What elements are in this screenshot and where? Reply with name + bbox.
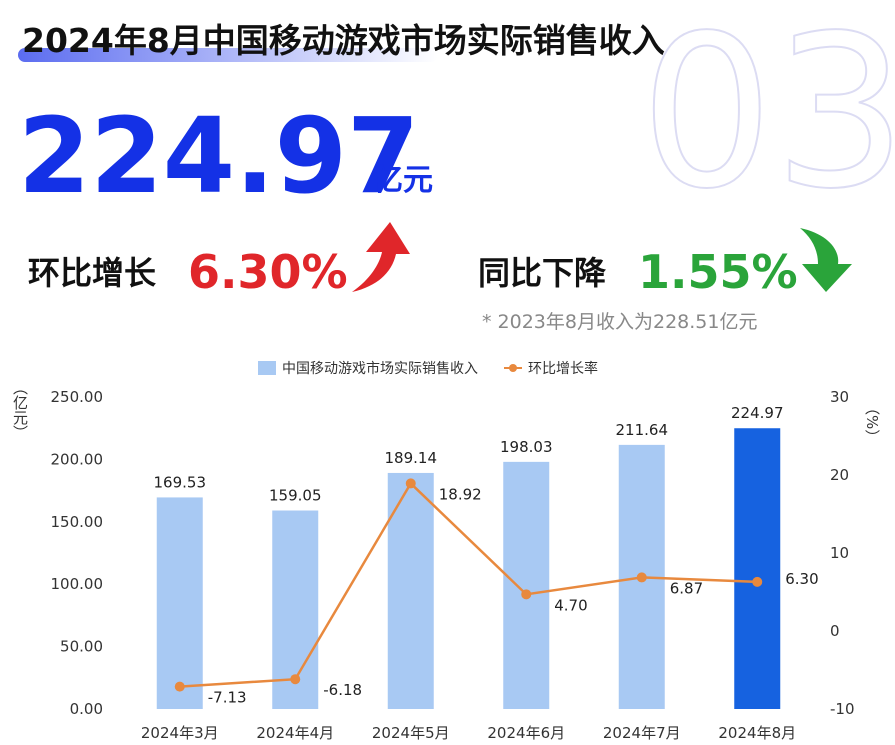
watermark: 03 (640, 0, 895, 235)
y-tick-label: 200.00 (51, 450, 104, 468)
y2-tick-label: -10 (830, 700, 855, 718)
line-value-label: 18.92 (439, 485, 482, 503)
bar-value-label: 224.97 (731, 404, 784, 422)
y2-tick-label: 0 (830, 622, 840, 640)
unit: 亿元 (373, 163, 433, 198)
bar-value-label: 211.64 (616, 421, 669, 439)
yoy-value: 1.55% (638, 245, 798, 299)
y2-tick-label: 30 (830, 388, 849, 406)
y-tick-label: 150.00 (51, 513, 104, 531)
line-value-label: -7.13 (208, 689, 247, 707)
x-tick-label: 2024年4月 (256, 724, 334, 742)
x-tick-label: 2024年6月 (487, 724, 565, 742)
note: * 2023年8月收入为228.51亿元 (482, 311, 757, 333)
x-tick-label: 2024年5月 (372, 724, 450, 742)
bar-value-label: 198.03 (500, 438, 553, 456)
legend-label: 环比增长率 (528, 360, 598, 377)
up-arrow (352, 222, 410, 292)
yoy-label: 同比下降 (478, 254, 607, 292)
line-point (636, 572, 647, 583)
y2-tick-label: 20 (830, 466, 849, 484)
bar (156, 497, 203, 709)
line-point (290, 674, 301, 685)
bar-value-label: 159.05 (269, 487, 322, 505)
amount: 224.97 (18, 95, 419, 217)
line-value-label: 6.30 (785, 570, 818, 588)
y-tick-label: 0.00 (70, 700, 103, 718)
y-tick-label: 100.00 (51, 575, 104, 593)
y-tick-label: 50.00 (60, 638, 103, 656)
legend-label: 中国移动游戏市场实际销售收入 (282, 360, 478, 377)
x-tick-label: 2024年3月 (141, 724, 219, 742)
title: 2024年8月中国移动游戏市场实际销售收入 (22, 21, 665, 60)
title-underline (18, 48, 438, 62)
line-value-label: -6.18 (323, 681, 362, 699)
line (179, 481, 758, 688)
mom-label: 环比增长 (28, 254, 156, 292)
x-tick-label: 2024年7月 (603, 724, 681, 742)
line-value-label: 6.87 (670, 579, 703, 597)
down-arrow (800, 228, 852, 292)
legend-swatch (509, 364, 517, 372)
mom-value: 6.30% (188, 245, 348, 299)
legend-swatch (258, 361, 276, 375)
y-tick-label: 250.00 (51, 388, 104, 406)
bar-value-label: 189.14 (385, 449, 438, 467)
y2-tick-label: 10 (830, 544, 849, 562)
bar (734, 428, 781, 709)
bar-value-label: 169.53 (154, 473, 207, 491)
x-tick-label: 2024年8月 (718, 724, 796, 742)
y2-axis-label: （%） (863, 400, 881, 444)
line-point (752, 576, 763, 587)
line-point (521, 589, 532, 600)
bar (387, 472, 434, 709)
y-axis-label: （亿元） (11, 380, 29, 440)
line-point (405, 478, 416, 489)
line-point (174, 681, 185, 692)
line-value-label: 4.70 (554, 596, 587, 614)
bar (503, 461, 550, 709)
